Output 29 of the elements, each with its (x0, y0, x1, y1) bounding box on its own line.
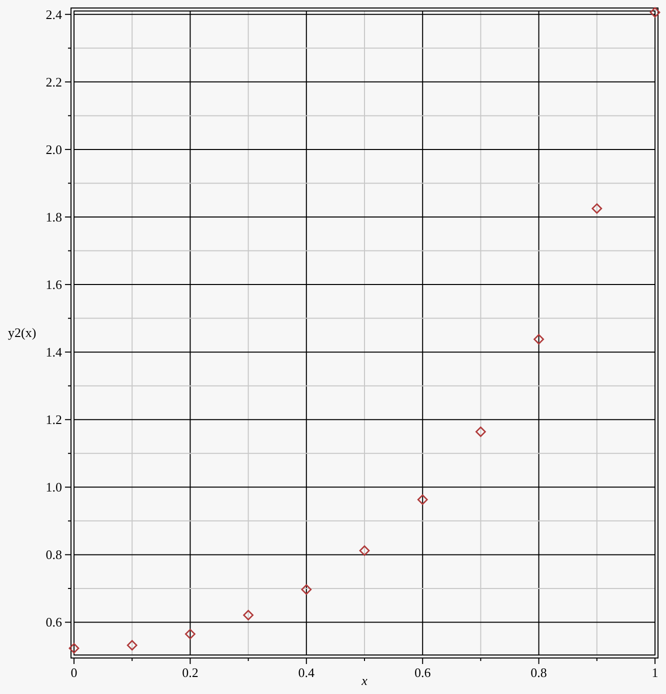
y-axis-title: y2(x) (8, 325, 36, 340)
y-tick-label: 2.2 (46, 74, 62, 90)
point (417, 494, 428, 505)
point (476, 426, 486, 437)
point (301, 584, 312, 595)
y-tick-label: 1.8 (46, 210, 62, 224)
point (185, 628, 196, 640)
y-tick-label: 2.0 (46, 142, 62, 157)
point (650, 7, 660, 18)
x-tick-label: 0.6 (414, 665, 432, 680)
point (126, 640, 138, 650)
x-tick-label: 1 (652, 665, 658, 680)
y-tick-label: 0.6 (46, 614, 62, 630)
point (534, 334, 544, 344)
y-tick-label: 1.6 (46, 277, 62, 292)
y-tick-label: 1.0 (46, 480, 62, 495)
x-tick-label: 0 (70, 665, 78, 680)
y-tick-label: 1.2 (46, 412, 62, 428)
point (243, 610, 254, 620)
point (592, 203, 602, 214)
x-tick-label: 0.4 (298, 665, 316, 680)
x-axis-title: x (360, 673, 368, 688)
x-tick-label: 0.2 (182, 665, 198, 680)
y-tick-label: 1.4 (46, 344, 62, 360)
point (68, 643, 80, 654)
y-tick-label: 0.8 (46, 547, 62, 562)
y-tick-label: 2.4 (46, 6, 62, 22)
x-tick-label: 0.8 (530, 665, 547, 680)
point (359, 545, 370, 556)
